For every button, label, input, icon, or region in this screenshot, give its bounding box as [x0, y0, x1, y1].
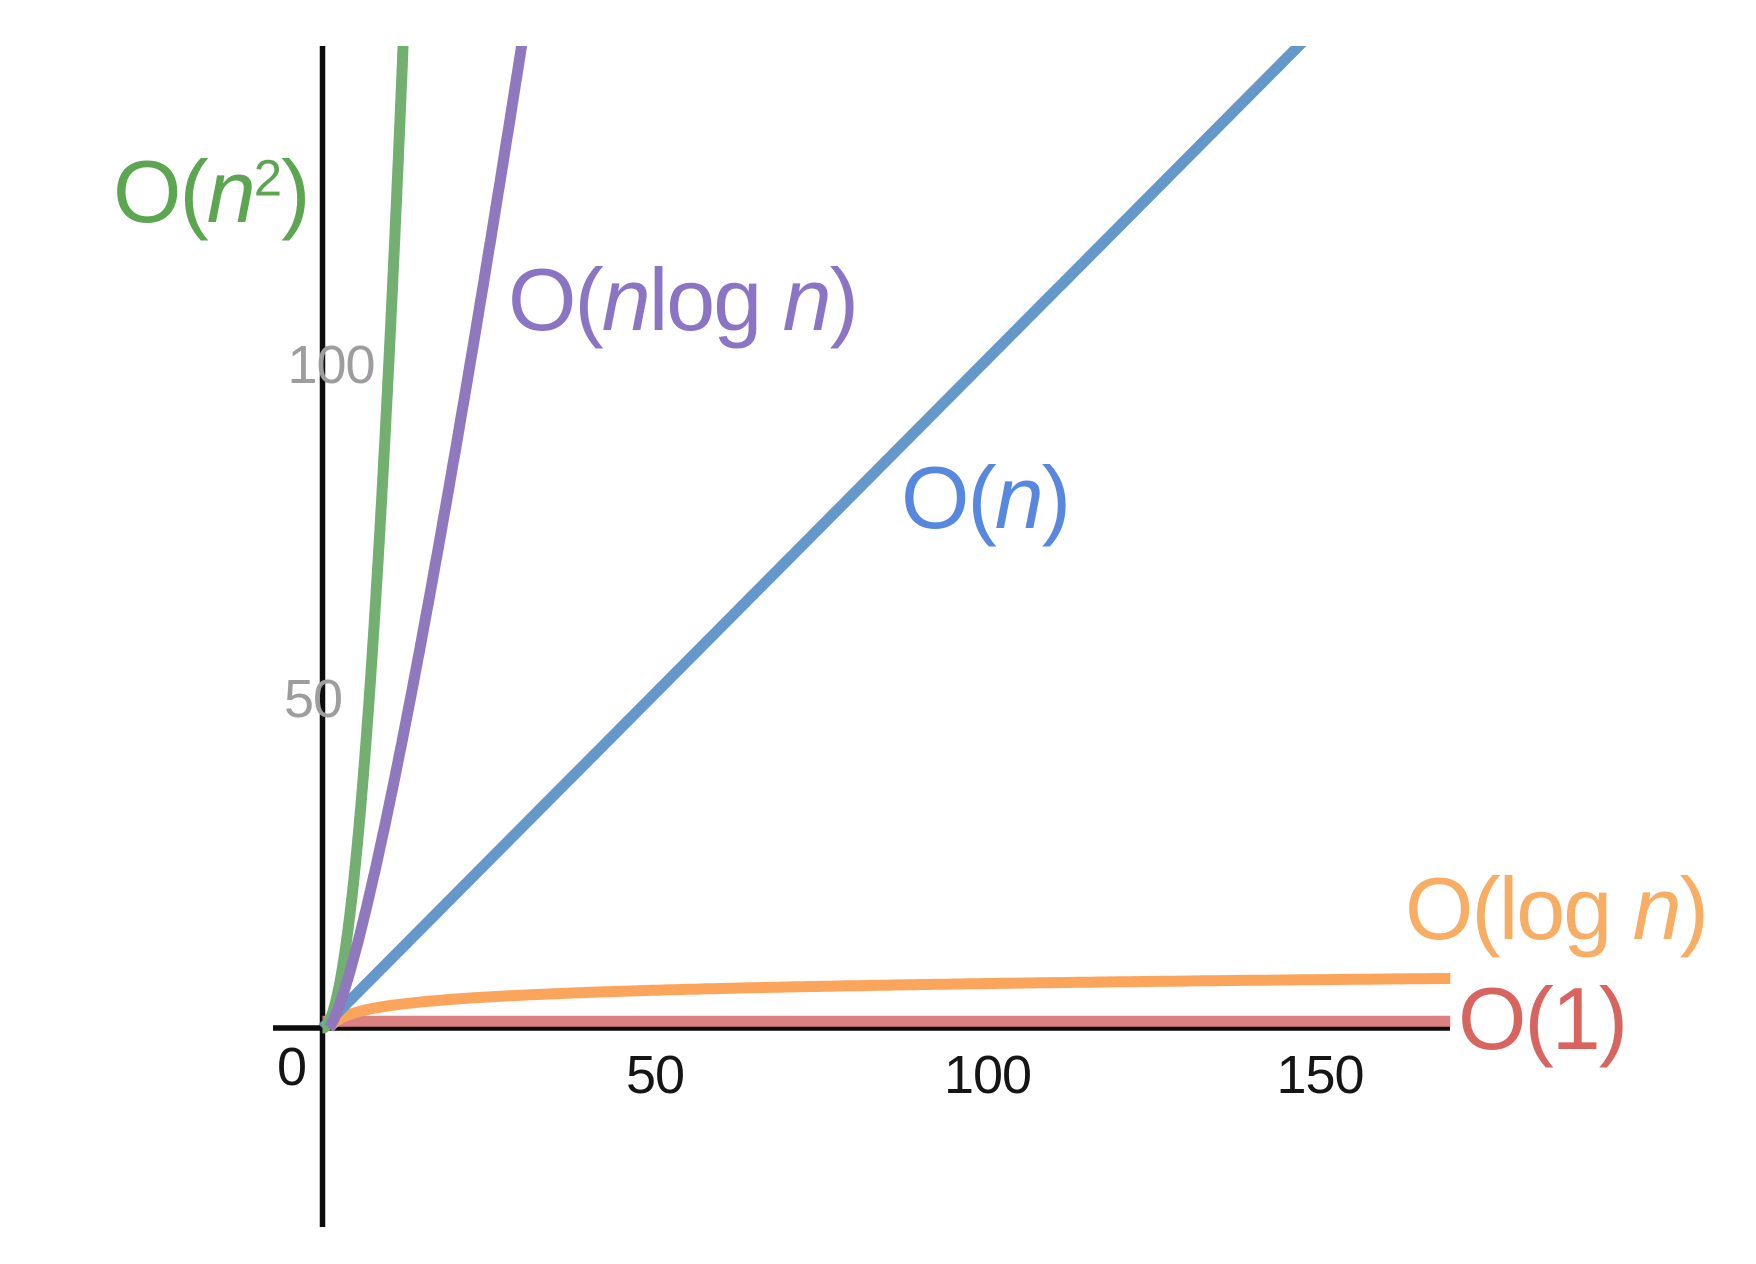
curves — [317, 46, 1451, 1034]
curve-on2 — [317, 46, 409, 1034]
curve-onlog — [324, 46, 528, 1033]
curve-on — [318, 46, 1307, 1032]
axes — [273, 46, 1450, 1227]
curve-olog — [325, 973, 1451, 1032]
